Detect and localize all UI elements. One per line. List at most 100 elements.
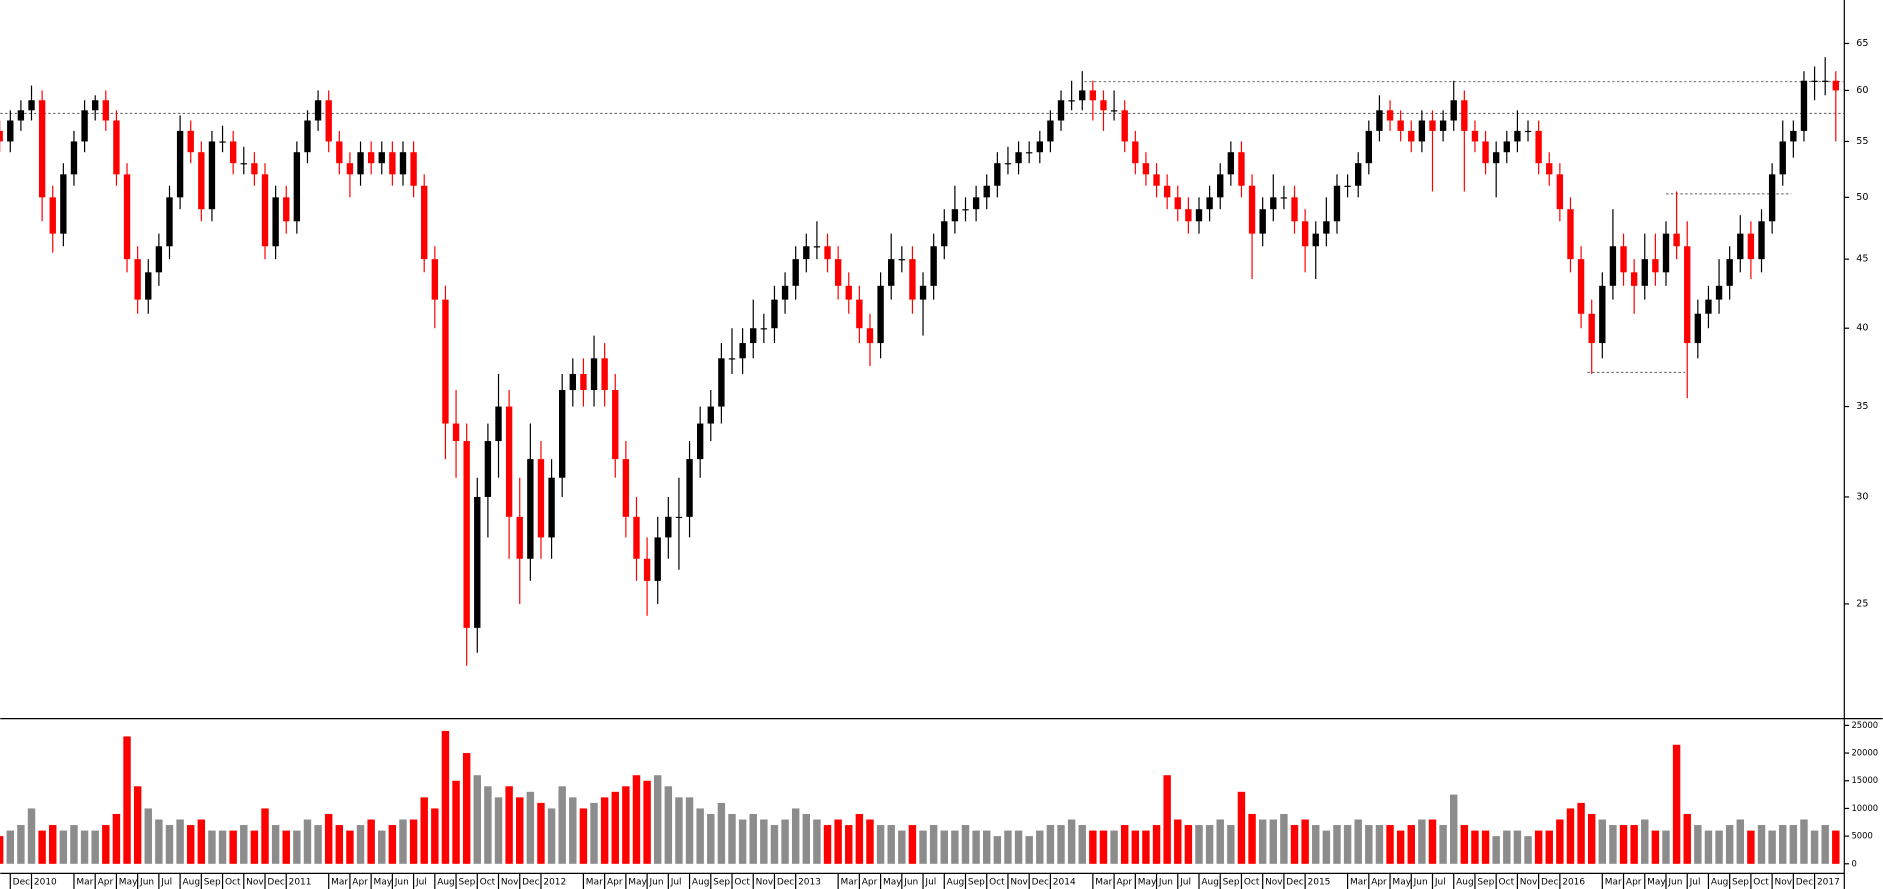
volume-tick-label: 20000 (1851, 748, 1878, 758)
volume-bar (6, 830, 15, 864)
volume-bar (346, 830, 354, 864)
candle-body (1057, 100, 1065, 121)
x-tick-label: Jul (415, 877, 427, 887)
x-tick-label: Apr (352, 877, 368, 887)
x-tick-label: Jul (1434, 877, 1446, 887)
candle-body (1662, 233, 1670, 273)
candle-body (1110, 110, 1118, 112)
volume-bar (526, 791, 535, 864)
candle-body (1715, 285, 1723, 300)
y-tick-label: 55 (1856, 136, 1868, 147)
candle-body (1291, 197, 1298, 222)
candle-body (7, 120, 14, 142)
volume-bar (155, 819, 163, 864)
volume-bar (1269, 819, 1278, 864)
x-tick-label: Nov (1775, 877, 1793, 887)
volume-bar (537, 802, 545, 864)
candle-body (187, 130, 194, 153)
volume-bar (1577, 802, 1585, 864)
x-tick-label: Dec (1032, 877, 1049, 887)
volume-bar (420, 797, 428, 864)
volume-bar (1184, 825, 1193, 864)
candle-body (463, 441, 470, 628)
x-tick-label: Nov (501, 877, 519, 887)
volume-bar (49, 825, 57, 864)
volume-tick-label: 5000 (1851, 831, 1872, 841)
x-tick-label: Jul (160, 877, 172, 887)
candle-body (1153, 174, 1160, 186)
x-tick-label: May (1138, 877, 1157, 887)
candle-body (134, 259, 141, 300)
x-tick-label: Oct (734, 877, 750, 887)
x-tick-label: Dec (13, 877, 30, 887)
volume-bar (1375, 825, 1384, 864)
candle-body (1418, 120, 1426, 142)
candle-body (622, 459, 630, 517)
volume-bar (696, 808, 704, 864)
candle-body (792, 259, 799, 286)
volume-bar (324, 813, 333, 864)
candle-body (378, 152, 385, 164)
x-tick-label: Sep (1223, 877, 1240, 887)
candle-body (1599, 285, 1606, 344)
candle-body (1747, 233, 1755, 260)
volume-bar (1322, 830, 1331, 864)
x-tick-label: Dec (777, 877, 794, 887)
x-tick-label: Jul (1689, 877, 1701, 887)
candle-body (994, 163, 1001, 186)
candle-body (1535, 130, 1542, 164)
x-tick-label: Jun (1413, 877, 1428, 887)
candle-body (675, 516, 683, 519)
x-tick-label: Apr (98, 877, 114, 887)
candle-body (580, 373, 587, 391)
candle-body (1365, 130, 1372, 164)
volume-bar (972, 830, 980, 864)
volume-bar (1545, 830, 1553, 864)
volume-bar (1290, 825, 1299, 864)
candle-body (569, 373, 576, 391)
volume-bar (80, 830, 89, 864)
x-tick-label: Aug (947, 877, 965, 887)
y-tick-label: 25 (1856, 598, 1868, 609)
candle-body (28, 100, 35, 111)
candle-body (1800, 80, 1808, 131)
candle-body (1079, 90, 1086, 101)
x-tick-label: May (628, 877, 647, 887)
x-tick-label: Sep (713, 877, 730, 887)
volume-bar (271, 825, 280, 864)
candle-body (304, 120, 311, 153)
volume-bar (1312, 825, 1320, 864)
x-tick-label: Oct (989, 877, 1005, 887)
x-tick-label: 2010 (34, 877, 57, 887)
x-tick-label: Oct (1753, 877, 1769, 887)
volume-bar (112, 813, 121, 864)
volume-bar (356, 825, 365, 864)
candle-body (38, 100, 46, 198)
volume-bar (961, 825, 970, 864)
candle-body (1641, 259, 1648, 286)
candle-body (198, 152, 205, 210)
candle-body (1217, 174, 1224, 198)
candle-body (336, 141, 343, 164)
x-tick-label: Apr (1116, 877, 1132, 887)
volume-bar (738, 819, 747, 864)
volume-bar (484, 786, 492, 864)
candle-body (1577, 259, 1585, 314)
volume-bar (1216, 819, 1224, 864)
volume-bar (1503, 830, 1511, 864)
candle-body (1567, 209, 1574, 260)
x-tick-label: Jun (903, 877, 918, 887)
candle-body (399, 152, 407, 175)
x-tick-label: Sep (1732, 877, 1749, 887)
volume-bar (133, 786, 142, 864)
candle-body (176, 130, 184, 198)
candle-body (951, 209, 959, 222)
volume-bar (1227, 825, 1235, 864)
candle-body (1482, 141, 1489, 164)
volume-bar (813, 819, 821, 864)
candle-body (1323, 221, 1330, 234)
volume-bar (1237, 791, 1246, 864)
x-tick-label: May (1392, 877, 1411, 887)
candle-body (357, 152, 364, 175)
candle-body (750, 328, 757, 344)
